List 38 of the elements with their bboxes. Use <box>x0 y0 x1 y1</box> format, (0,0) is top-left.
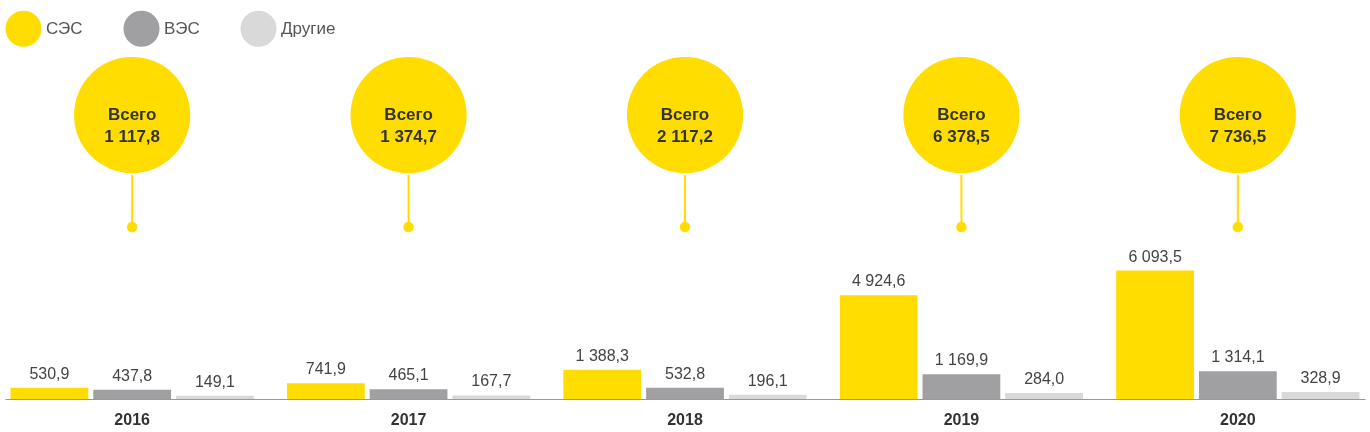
data-label: 465,1 <box>388 366 429 384</box>
data-label: 196,1 <box>747 371 788 389</box>
data-label: 437,8 <box>112 366 153 384</box>
x-tick-label: 2017 <box>390 410 427 428</box>
bar <box>1005 393 1084 399</box>
bar <box>10 387 89 399</box>
text: Всего 1 374,7 <box>380 105 437 146</box>
bar <box>839 295 918 399</box>
legend-label: СЭС <box>46 18 83 38</box>
data-label: 6 093,5 <box>1128 247 1182 265</box>
bar <box>176 395 254 399</box>
bar <box>563 369 642 399</box>
bar <box>286 383 365 399</box>
data-label: 1 169,9 <box>934 351 989 369</box>
bar <box>728 394 807 399</box>
text: Всего 6 378,5 <box>933 105 990 146</box>
legend-label: ВЭС <box>164 18 200 38</box>
data-label: 284,0 <box>1024 370 1065 388</box>
data-label: 149,1 <box>194 372 236 390</box>
data-label: 532,8 <box>664 364 706 382</box>
legend-label: Другие <box>281 18 336 38</box>
data-label: 167,7 <box>471 372 512 390</box>
bar <box>1281 392 1360 399</box>
text: Всего 1 117,8 <box>104 105 161 146</box>
x-tick-label: 2018 <box>667 410 703 428</box>
x-tick-label: 2019 <box>943 410 980 428</box>
data-label: 1 314,1 <box>1211 348 1265 366</box>
data-label: 4 924,6 <box>851 272 906 290</box>
bar <box>1116 270 1194 399</box>
data-label: 741,9 <box>305 360 346 378</box>
text: Всего 7 736,5 <box>1209 105 1267 146</box>
data-label: 530,9 <box>29 364 70 382</box>
data-label: 328,9 <box>1300 369 1341 387</box>
x-tick-label: 2020 <box>1220 410 1256 428</box>
data-label: 1 388,3 <box>575 346 630 364</box>
bar <box>452 395 531 399</box>
x-tick-label: 2016 <box>114 410 151 428</box>
text: Всего 2 117,2 <box>657 105 713 146</box>
